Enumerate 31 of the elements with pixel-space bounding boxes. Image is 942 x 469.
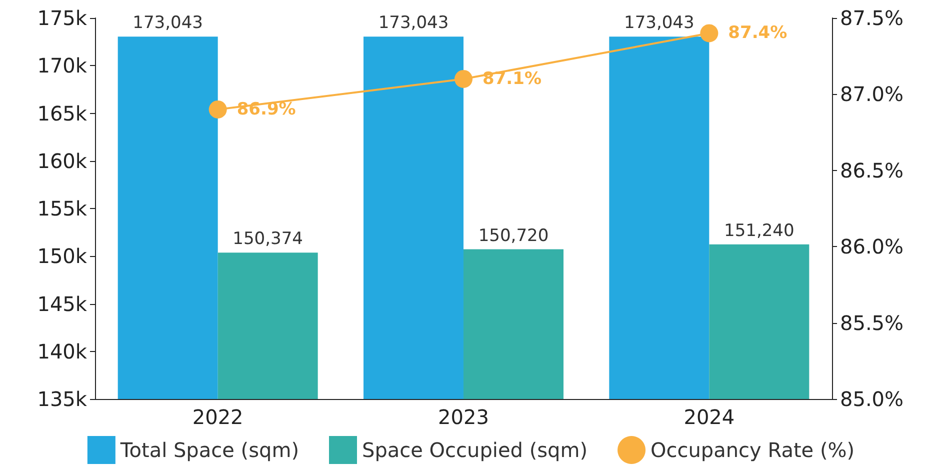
y-tick-label: 135k: [37, 387, 88, 411]
y-tick-label: 165k: [37, 101, 88, 126]
legend-label: Occupancy Rate (%): [650, 438, 855, 462]
y2-tick-label: 85.5%: [840, 310, 904, 335]
y2-tick-label: 86.5%: [840, 158, 904, 182]
legend-label: Space Occupied (sqm): [362, 438, 588, 462]
y-tick-label: 170k: [37, 54, 88, 78]
data-label: 173,043: [132, 13, 203, 34]
point: [700, 24, 718, 42]
legend-label: Total Space (sqm): [119, 438, 299, 462]
data-label: 151,240: [724, 220, 794, 241]
y2-tick-label: 87.0%: [840, 82, 904, 106]
y2-tick-label: 86.0%: [840, 234, 904, 259]
data-label: 173,043: [378, 13, 449, 34]
x-tick-label: 2024: [684, 405, 735, 429]
y-tick-label: 160k: [37, 148, 88, 173]
y2-tick-label: 85.0%: [840, 387, 904, 411]
data-label: 173,043: [624, 13, 694, 34]
y-tick-label: 155k: [37, 196, 88, 220]
y-tick-label: 145k: [37, 292, 88, 316]
x-tick-label: 2022: [192, 405, 244, 429]
y-tick-label: 150k: [37, 244, 88, 268]
data-label: 150,720: [478, 226, 549, 246]
point: [454, 70, 472, 88]
y-tick-label: 140k: [37, 339, 88, 364]
data-label: 87.4%: [728, 23, 788, 44]
point: [208, 100, 227, 118]
x-tick-label: 2023: [438, 405, 489, 429]
data-label: 150,374: [232, 229, 303, 250]
y-tick-label: 175k: [37, 6, 88, 30]
y2-tick-label: 87.5%: [840, 6, 904, 30]
